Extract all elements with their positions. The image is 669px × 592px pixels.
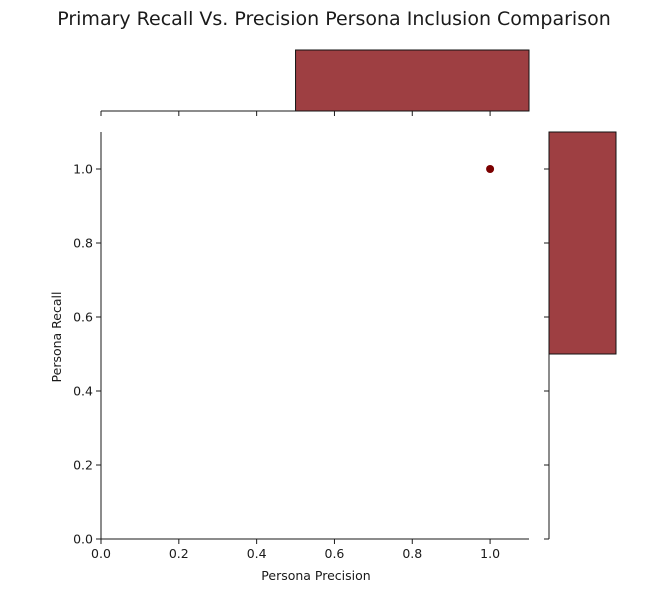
scatter-point: [486, 165, 495, 173]
y-ticks: 0.0 0.2 0.4 0.6 0.8 1.0: [73, 162, 549, 547]
y-tick-label: 0.2: [73, 458, 93, 473]
y-axis-label: Persona Recall: [49, 292, 64, 383]
y-tick-label: 0.8: [73, 236, 93, 251]
chart-title: Primary Recall Vs. Precision Persona Inc…: [57, 8, 611, 30]
right-hist-bar: [548, 131, 617, 355]
y-tick-label: 0.0: [73, 532, 93, 547]
x-axis-label: Persona Precision: [261, 568, 370, 583]
top-marginal-histogram: [101, 49, 530, 112]
x-ticks: 0.0 0.2 0.4 0.6 0.8 1.0: [91, 111, 500, 561]
x-tick-label: 1.0: [480, 546, 500, 561]
x-tick-label: 0.6: [325, 546, 345, 561]
x-tick-label: 0.2: [169, 546, 189, 561]
y-tick-label: 0.6: [73, 310, 93, 325]
scatter-points: [486, 165, 495, 173]
x-tick-label: 0.8: [402, 546, 422, 561]
y-tick-label: 1.0: [73, 162, 93, 177]
x-tick-label: 0.4: [247, 546, 267, 561]
y-tick-label: 0.4: [73, 384, 93, 399]
scatter-axes: [100, 132, 529, 540]
x-tick-label: 0.0: [91, 546, 111, 561]
top-hist-bar: [295, 49, 530, 112]
right-marginal-histogram: [548, 131, 617, 539]
